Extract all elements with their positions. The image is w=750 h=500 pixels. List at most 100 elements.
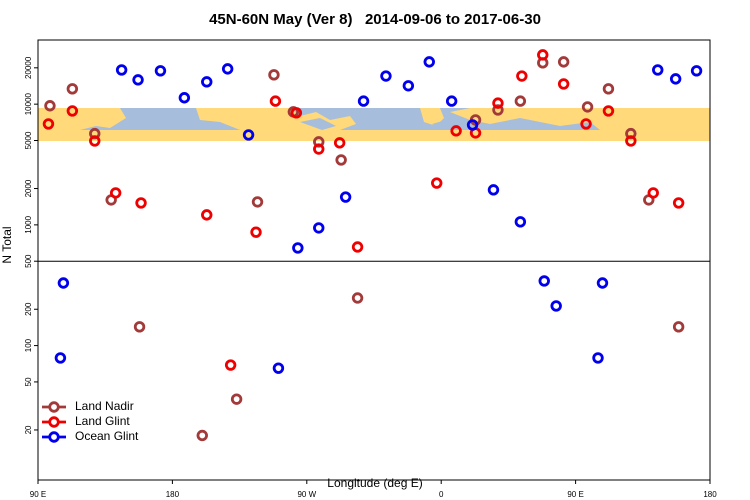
point: [516, 70, 528, 82]
legend-label: Land Nadir: [75, 399, 134, 413]
series: [42, 49, 685, 371]
point: [487, 184, 500, 196]
point: [514, 95, 527, 107]
point: [333, 137, 346, 149]
point: [201, 76, 213, 88]
y-tick-label: 10000: [24, 92, 33, 115]
legend-marker: [48, 416, 60, 428]
map-water: [300, 118, 336, 130]
point: [550, 300, 562, 312]
x-tick-label: 90 E: [567, 490, 583, 499]
legend-label: Land Glint: [75, 414, 130, 428]
point: [602, 105, 615, 117]
point: [57, 277, 70, 289]
point: [351, 292, 364, 304]
point: [154, 65, 167, 77]
legend-label: Ocean Glint: [75, 429, 139, 443]
x-tick-label: 0: [439, 490, 444, 499]
map-land: [38, 130, 710, 141]
map-land: [450, 108, 710, 130]
series: [54, 56, 703, 374]
point: [313, 136, 325, 148]
y-tick-label: 50: [24, 377, 33, 386]
point: [423, 56, 435, 68]
point: [357, 95, 370, 107]
y-tick-label: 1000: [24, 215, 33, 233]
y-tick-label: 20000: [24, 56, 33, 79]
map-band: [38, 108, 710, 141]
point: [89, 135, 101, 147]
point: [672, 197, 685, 209]
point: [335, 154, 347, 166]
point: [221, 63, 234, 75]
chart-title: 45N-60N May (Ver 8) 2014-09-06 to 2017-0…: [209, 11, 541, 28]
point: [431, 177, 443, 189]
point: [292, 242, 304, 254]
y-axis-label: N Total: [0, 226, 14, 263]
point: [242, 129, 255, 141]
x-tick-label: 180: [703, 490, 717, 499]
x-tick-label: 90 E: [30, 490, 46, 499]
point: [466, 119, 479, 131]
x-axis-label: Longitude (deg E): [327, 476, 422, 490]
x-tick-label: 90 W: [297, 490, 316, 499]
x-tick-label: 180: [166, 490, 180, 499]
point: [224, 359, 237, 371]
point: [351, 241, 364, 253]
point: [196, 429, 208, 442]
point: [230, 393, 243, 405]
point: [538, 275, 550, 287]
point: [250, 226, 262, 238]
y-tick-label: 2000: [24, 179, 33, 197]
point: [596, 277, 609, 289]
point: [201, 209, 213, 221]
point: [445, 95, 458, 107]
point: [133, 321, 146, 333]
point: [42, 118, 55, 130]
point: [592, 352, 604, 364]
point: [492, 104, 504, 116]
point: [557, 78, 570, 90]
legend-marker: [48, 401, 60, 413]
point: [268, 69, 280, 81]
point: [380, 70, 392, 82]
y-tick-label: 5000: [24, 131, 33, 149]
y-tick-label: 200: [24, 302, 33, 316]
point: [402, 80, 415, 92]
point: [251, 196, 264, 208]
point: [109, 187, 122, 199]
point: [581, 101, 594, 113]
point: [66, 83, 79, 95]
point: [580, 118, 592, 130]
point: [672, 321, 685, 333]
point: [272, 362, 285, 374]
map-land: [38, 108, 126, 130]
point: [66, 105, 79, 117]
point: [602, 83, 615, 95]
point: [647, 187, 659, 199]
map-water: [432, 120, 452, 130]
point: [514, 216, 527, 228]
point: [115, 64, 128, 76]
point: [44, 100, 56, 112]
point: [313, 222, 325, 234]
map-land: [420, 108, 444, 126]
point: [669, 73, 682, 85]
point: [557, 56, 570, 68]
point: [313, 143, 325, 155]
point: [269, 95, 282, 107]
point: [290, 107, 303, 119]
point: [339, 191, 352, 203]
plot-frame: [37, 39, 711, 481]
point: [450, 125, 462, 137]
y-tick-label: 500: [24, 254, 33, 268]
point: [492, 97, 504, 109]
point: [135, 197, 147, 209]
series: [44, 56, 685, 442]
y-tick-label: 100: [24, 338, 33, 352]
point: [652, 64, 664, 76]
point: [690, 65, 703, 77]
legend-marker: [48, 431, 60, 443]
